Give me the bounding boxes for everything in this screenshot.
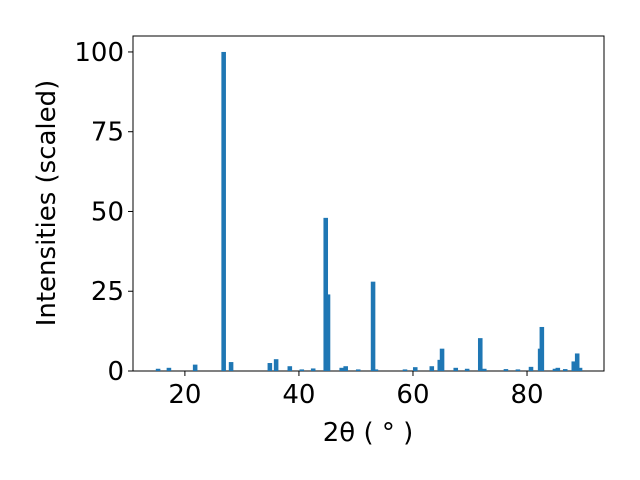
bar [574, 353, 580, 371]
bar [481, 368, 487, 371]
bar [273, 359, 279, 371]
bar [503, 369, 509, 371]
bar [402, 369, 408, 371]
bar [515, 369, 521, 371]
y-tick-label: 100 [74, 38, 124, 68]
bar [267, 363, 273, 371]
bar [464, 368, 470, 371]
bar [477, 338, 483, 371]
bar [166, 367, 172, 371]
bar [552, 368, 558, 371]
y-tick-label: 0 [107, 357, 124, 387]
bar [299, 369, 305, 371]
bar [343, 366, 348, 371]
y-axis-label: Intensities (scaled) [32, 80, 62, 327]
x-tick-label: 20 [168, 380, 201, 410]
bar [155, 368, 161, 371]
bar [339, 367, 344, 371]
bar [228, 362, 234, 371]
bar [373, 369, 379, 371]
y-tick-label: 50 [91, 197, 124, 227]
x-axis-label: 2θ ( ° ) [323, 418, 414, 448]
bar [370, 281, 376, 371]
x-tick-label: 60 [396, 380, 429, 410]
bar [355, 369, 361, 371]
bar [221, 51, 226, 371]
bar [437, 359, 443, 371]
bar [412, 367, 418, 371]
bar [571, 361, 577, 371]
x-tick-label: 40 [282, 380, 315, 410]
bar [453, 367, 459, 371]
x-tick-label: 80 [510, 380, 543, 410]
bar [539, 326, 545, 371]
plot-frame [132, 35, 605, 372]
bar [192, 364, 198, 371]
bar [439, 348, 445, 371]
bar [325, 294, 331, 371]
bar [287, 366, 293, 371]
bar [562, 369, 568, 371]
bar [310, 368, 316, 371]
y-tick-label: 25 [91, 277, 124, 307]
bar [577, 367, 583, 371]
bar [555, 367, 561, 371]
bar [429, 366, 435, 371]
bar [528, 366, 534, 371]
y-tick-label: 75 [91, 118, 124, 148]
